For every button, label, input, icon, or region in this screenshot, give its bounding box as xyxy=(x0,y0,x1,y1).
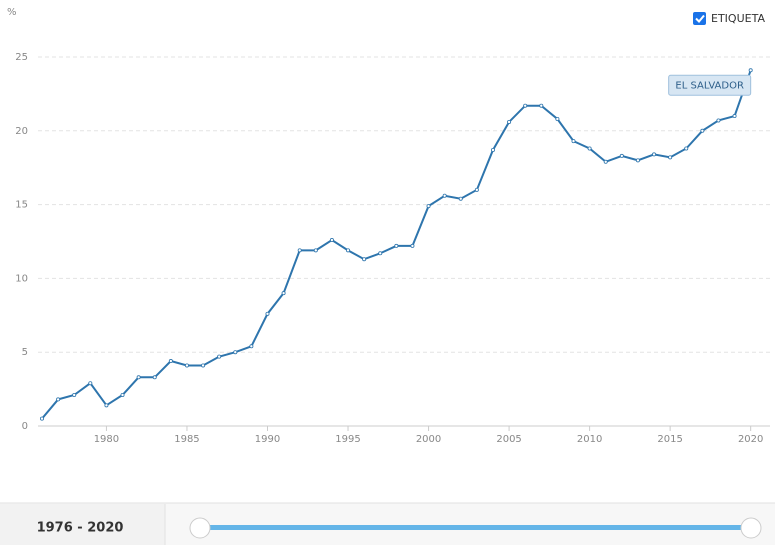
point xyxy=(684,146,689,151)
point xyxy=(635,158,640,163)
toggle-label[interactable]: ETIQUETA xyxy=(711,12,765,25)
label-toggle[interactable]: ETIQUETA xyxy=(693,12,765,25)
x-tick-label: 1980 xyxy=(94,434,119,445)
series-label: EL SALVADOR xyxy=(675,80,744,91)
point xyxy=(265,311,270,316)
range-track[interactable] xyxy=(200,525,750,530)
point xyxy=(587,146,592,151)
y-tick-label: 10 xyxy=(15,273,28,284)
point xyxy=(362,257,367,262)
point xyxy=(539,103,544,108)
point xyxy=(410,243,415,248)
checkmark xyxy=(695,14,705,23)
x-tick-label: 2020 xyxy=(738,434,763,445)
point xyxy=(716,118,721,123)
y-tick-label: 5 xyxy=(22,347,28,358)
point xyxy=(168,359,173,364)
x-tick-label: 2000 xyxy=(416,434,441,445)
point xyxy=(458,196,463,201)
point xyxy=(56,397,61,402)
point xyxy=(297,248,302,253)
point xyxy=(732,114,737,119)
point xyxy=(603,159,608,164)
point xyxy=(394,243,399,248)
x-tick-label: 2015 xyxy=(657,434,682,445)
range-label: 1976 - 2020 xyxy=(37,521,124,536)
point xyxy=(329,238,334,243)
point xyxy=(152,375,157,380)
x-tick-label: 1985 xyxy=(174,434,199,445)
point xyxy=(184,363,189,368)
x-tick-label: 1990 xyxy=(255,434,280,445)
y-tick-label: 25 xyxy=(15,52,28,63)
point xyxy=(619,153,624,158)
point xyxy=(346,248,351,253)
point xyxy=(507,119,512,124)
x-tick-label: 1995 xyxy=(335,434,360,445)
y-tick-label: 0 xyxy=(22,421,28,432)
point xyxy=(281,291,286,296)
checkbox[interactable] xyxy=(693,12,706,25)
point xyxy=(233,350,238,355)
x-tick-label: 2005 xyxy=(496,434,521,445)
point xyxy=(136,375,141,380)
point xyxy=(313,248,318,253)
point xyxy=(748,68,753,73)
point xyxy=(217,354,222,359)
point xyxy=(490,147,495,152)
range-handle-end[interactable] xyxy=(740,517,762,539)
point xyxy=(571,139,576,144)
point xyxy=(474,187,479,192)
point xyxy=(426,204,431,209)
point xyxy=(201,363,206,368)
point xyxy=(88,381,93,386)
range-box xyxy=(0,504,165,545)
point xyxy=(72,393,77,398)
point xyxy=(378,251,383,256)
series-label-box xyxy=(668,74,752,96)
point xyxy=(555,116,560,121)
point xyxy=(652,152,657,157)
point xyxy=(442,193,447,198)
point xyxy=(249,344,254,349)
point xyxy=(523,103,528,108)
unit-label: % xyxy=(7,7,17,18)
point xyxy=(120,393,125,398)
point xyxy=(104,403,109,408)
y-tick-label: 20 xyxy=(15,126,28,137)
point xyxy=(668,155,673,160)
range-handle-start[interactable] xyxy=(189,517,211,539)
point xyxy=(40,416,45,421)
x-tick-label: 2010 xyxy=(577,434,602,445)
y-tick-label: 15 xyxy=(15,200,28,211)
point xyxy=(700,128,705,133)
